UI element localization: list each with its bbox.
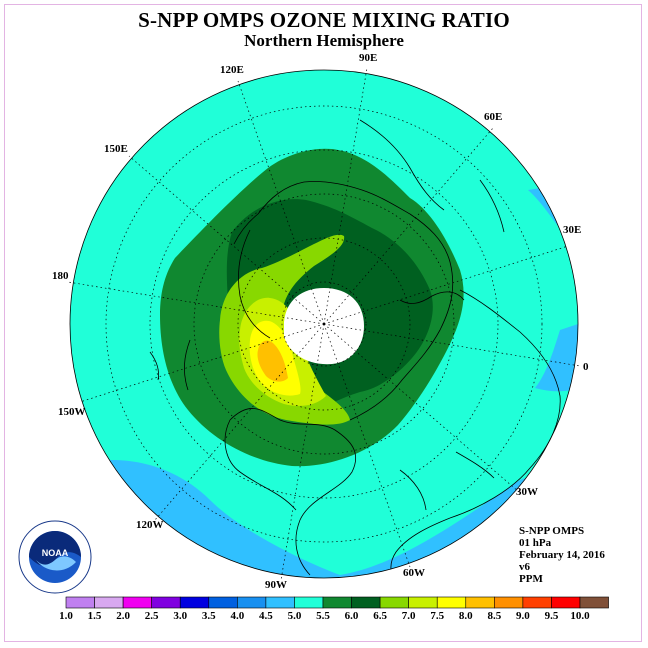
lon-label-90w: 90W: [265, 579, 287, 591]
info-version: v6: [519, 561, 530, 573]
info-pressure: 01 hPa: [519, 537, 552, 549]
lon-label-30e: 30E: [563, 224, 581, 236]
lon-label-120e: 120E: [220, 64, 244, 76]
latitude-circles: [105, 105, 543, 543]
info-units: PPM: [519, 573, 543, 585]
lon-label-180: 180: [52, 270, 69, 282]
noaa-logo: NOAA: [18, 520, 92, 594]
meridians: [67, 67, 581, 581]
lon-label-90e: 90E: [359, 52, 377, 64]
polar-no-data: [284, 288, 364, 365]
lon-label-30w: 30W: [516, 486, 538, 498]
map-boundary: [69, 69, 579, 579]
lon-label-150e: 150E: [104, 143, 128, 155]
lon-label-0: 0: [583, 361, 589, 373]
lon-label-120w: 120W: [136, 519, 164, 531]
field-orange: [257, 340, 288, 382]
chart-subtitle: Northern Hemisphere: [244, 31, 404, 50]
info-date: February 14, 2016: [519, 549, 605, 561]
chart-title: S-NPP OMPS OZONE MIXING RATIO: [138, 8, 510, 32]
lon-label-150w: 150W: [58, 406, 86, 418]
coastlines: [149, 119, 561, 578]
longitude-labels: 90E 60E 30E 0 30W 60W 90W 120W 150W 180 …: [52, 52, 589, 591]
lon-label-60w: 60W: [403, 567, 425, 579]
product-info: S-NPP OMPS 01 hPa February 14, 2016 v6 P…: [519, 525, 605, 585]
noaa-logo-text: NOAA: [42, 548, 69, 558]
info-instrument: S-NPP OMPS: [519, 525, 585, 537]
figure-frame: [4, 4, 642, 642]
lon-label-60e: 60E: [484, 111, 502, 123]
